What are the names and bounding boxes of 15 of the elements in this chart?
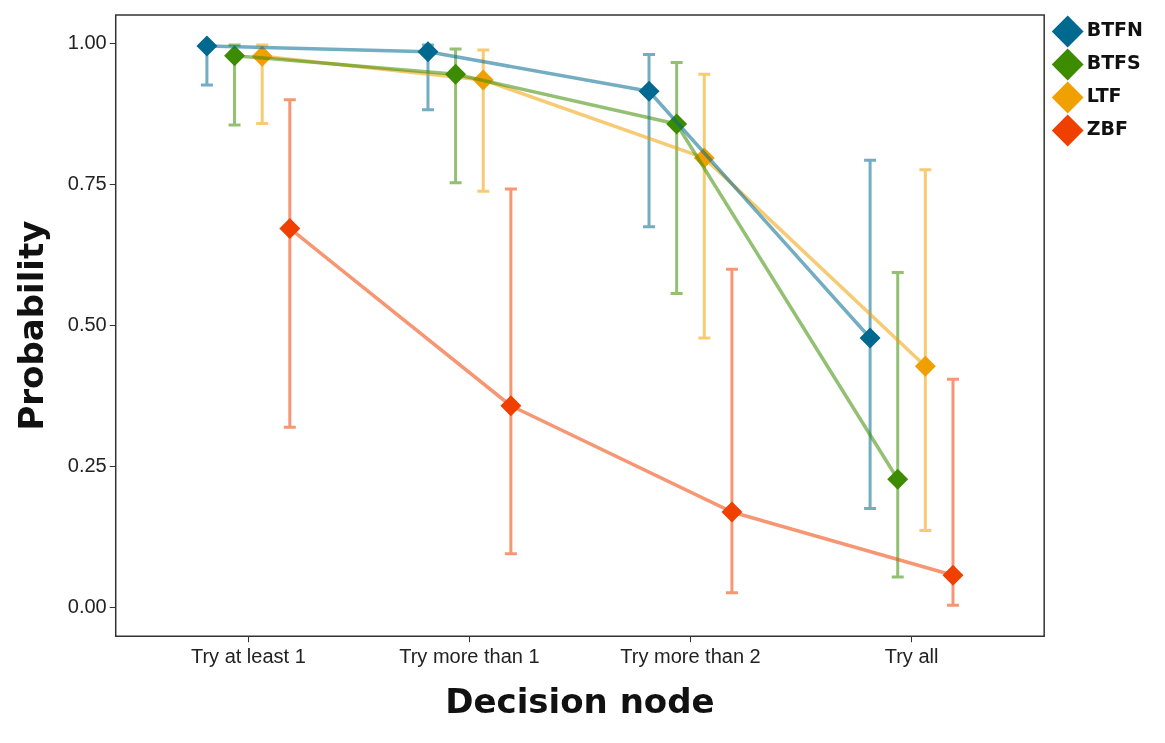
y-tick-label: 0.25 bbox=[67, 454, 107, 477]
y-tick-label: 0.75 bbox=[67, 171, 107, 194]
legend-label: BTFS bbox=[1086, 51, 1141, 74]
x-tick-label: Try at least 1 bbox=[190, 644, 306, 667]
x-axis-title: Decision node bbox=[445, 681, 715, 722]
y-tick-label: 0.50 bbox=[67, 313, 107, 336]
y-tick-label: 0.00 bbox=[67, 595, 107, 618]
y-tick-label: 1.00 bbox=[67, 30, 107, 53]
legend-label: ZBF bbox=[1086, 117, 1128, 140]
x-tick-label: Try all bbox=[884, 644, 939, 667]
x-tick-label: Try more than 1 bbox=[399, 644, 540, 667]
legend-label: LTF bbox=[1086, 84, 1122, 107]
legend-label: BTFN bbox=[1086, 18, 1144, 41]
x-tick-label: Try more than 2 bbox=[620, 644, 761, 667]
y-axis-title: Probability bbox=[11, 220, 52, 431]
